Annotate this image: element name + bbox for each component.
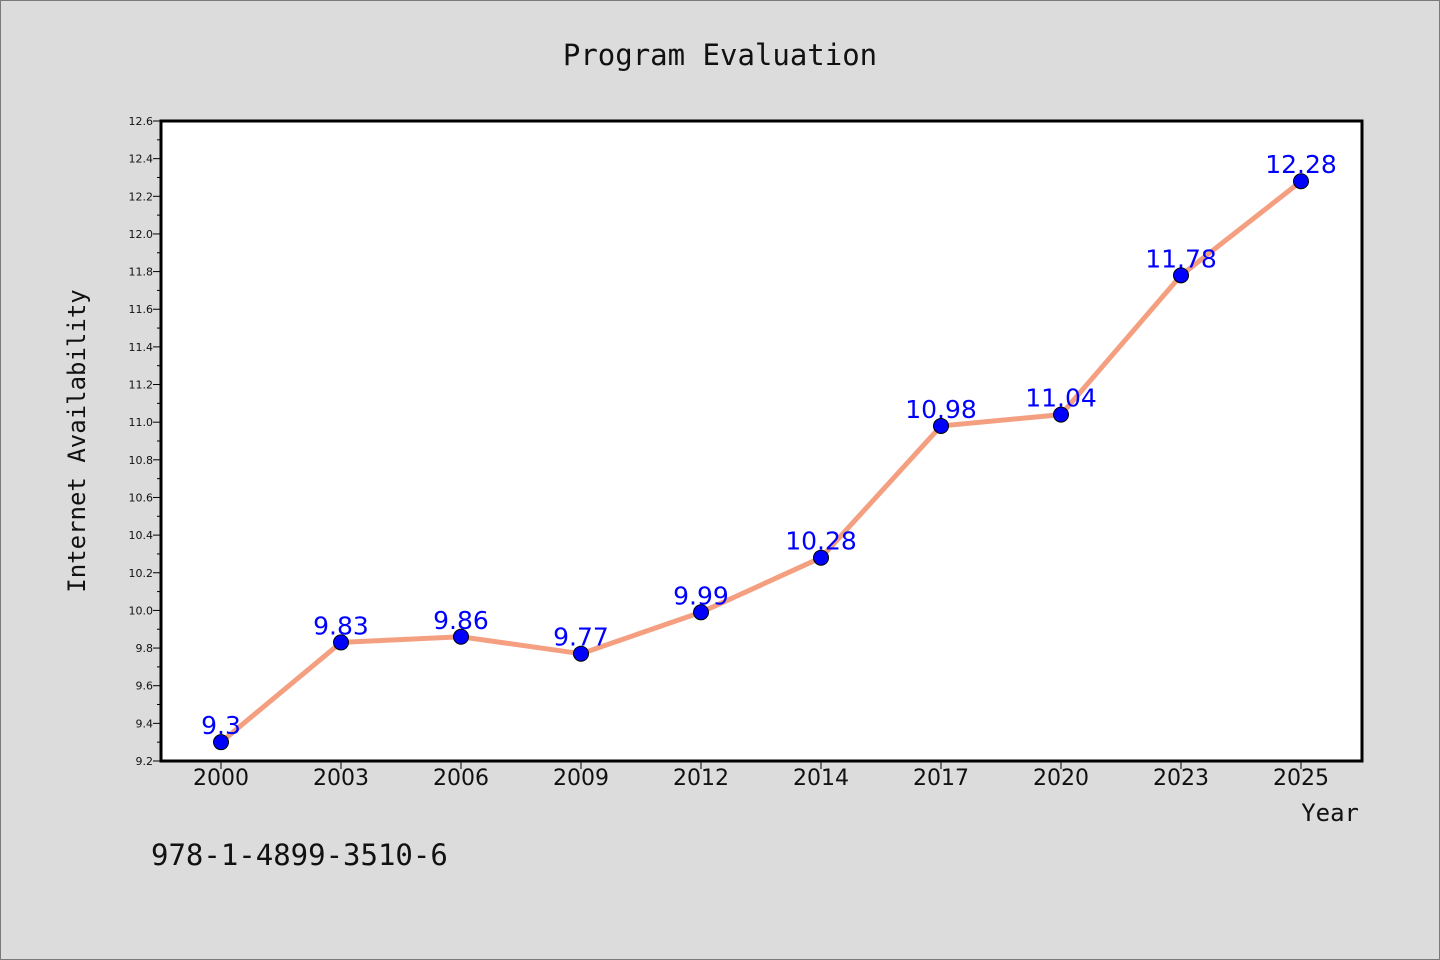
y-tick-label-7: 10.6 (129, 491, 154, 504)
y-tick-label-6: 10.4 (129, 529, 154, 542)
data-point-2020 (1053, 406, 1069, 423)
plot-area (159, 119, 1364, 763)
y-tick-label-2: 9.6 (136, 680, 154, 693)
y-tick-label-4: 10.0 (129, 604, 154, 617)
data-point-2025 (1293, 173, 1309, 190)
series-line-group (219, 179, 1303, 745)
data-label-2009: 9.77 (553, 623, 609, 652)
y-tick-label-12: 11.6 (129, 303, 154, 316)
y-tick-label-14: 12.0 (129, 228, 154, 241)
isbn-text: 978-1-4899-3510-6 (151, 838, 448, 872)
y-tick-label-1: 9.4 (136, 717, 154, 730)
y-tick-label-11: 11.4 (129, 341, 154, 354)
y-tick-label-10: 11.2 (129, 379, 154, 392)
data-labels: 9.3 9.83 9.86 9.77 9.99 10.28 10.98 11.04 11.78 1… (201, 150, 1337, 740)
x-tick-label-5: 2014 (793, 766, 849, 791)
y-tick-label-8: 10.8 (129, 454, 154, 467)
y-tick-label-3: 9.8 (136, 642, 154, 655)
x-tick-label-4: 2012 (673, 766, 729, 791)
y-tick-label-5: 10.2 (129, 567, 154, 580)
x-tick-label-6: 2017 (913, 766, 969, 791)
data-point-2006 (453, 628, 469, 645)
y-tick-label-17: 12.6 (129, 115, 154, 128)
data-markers (213, 173, 1309, 751)
data-point-2009 (573, 645, 589, 662)
x-axis-ticks: 2000 2003 2006 2009 2012 2014 2017 2020 2023 2025 (193, 761, 1329, 791)
data-point-2014 (813, 549, 829, 566)
data-label-2017: 10.98 (905, 395, 977, 424)
y-tick-label-9: 11.0 (129, 416, 154, 429)
x-tick-label-1: 2003 (313, 766, 369, 791)
y-axis-ticks: 9.2 9.4 9.6 9.8 10.0 10.2 10.4 10.6 10.8 11.0 11.2… (129, 115, 161, 768)
data-label-2003: 9.83 (313, 611, 369, 640)
x-tick-label-7: 2020 (1033, 766, 1089, 791)
y-tick-label-15: 12.2 (129, 190, 154, 203)
data-label-2020: 11.04 (1025, 384, 1097, 413)
data-label-2023: 11.78 (1145, 244, 1217, 273)
data-point-2023 (1173, 267, 1189, 284)
data-label-2006: 9.86 (433, 606, 489, 635)
series-line (219, 179, 1303, 745)
x-axis-title: Year (1301, 799, 1359, 827)
x-tick-label-2: 2006 (433, 766, 489, 791)
data-label-2012: 9.99 (673, 581, 729, 610)
y-tick-label-0: 9.2 (136, 755, 154, 768)
data-label-2000: 9.3 (201, 711, 241, 740)
chart-title: Program Evaluation (563, 38, 877, 72)
x-tick-label-3: 2009 (553, 766, 609, 791)
data-point-2003 (333, 634, 349, 651)
data-point-2017 (933, 417, 949, 434)
data-label-2025: 12.28 (1265, 150, 1337, 179)
x-tick-label-9: 2025 (1273, 766, 1329, 791)
data-label-2014: 10.28 (785, 527, 857, 556)
data-point-2012 (693, 604, 709, 621)
x-tick-label-0: 2000 (193, 766, 249, 791)
x-tick-label-8: 2023 (1153, 766, 1209, 791)
y-tick-label-16: 12.4 (129, 153, 154, 166)
data-point-2000 (213, 734, 229, 751)
y-axis-title: Internet Availability (63, 289, 91, 592)
y-tick-label-13: 11.8 (129, 266, 154, 279)
